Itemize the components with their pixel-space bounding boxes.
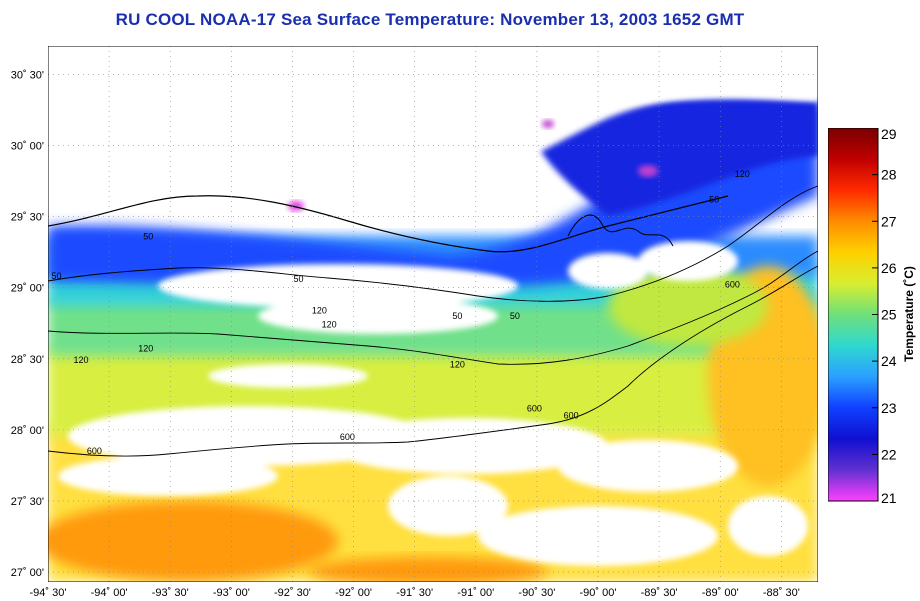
contour-label: 50 (294, 274, 304, 284)
colorbar-tick-label: 22 (881, 446, 897, 462)
contour-label: 50 (510, 311, 520, 321)
contour-label: 600 (527, 403, 542, 413)
bathymetry-contours (48, 185, 818, 457)
contour-label: 600 (725, 280, 740, 290)
lon-tick-label: -94˚ 30' (30, 587, 67, 599)
lat-tick-label: 28˚ 30' (11, 354, 44, 366)
lon-tick-label: -93˚ 00' (213, 587, 250, 599)
lon-tick-label: -89˚ 30' (641, 587, 678, 599)
lat-tick-label: 29˚ 30' (11, 212, 44, 224)
lat-tick-label: 29˚ 00' (11, 283, 44, 295)
lat-tick-label: 30˚ 00' (11, 141, 44, 153)
contour-label: 120 (312, 305, 327, 315)
latitude-ticks: 30˚ 30' 30˚ 00' 29˚ 30' 29˚ 00' 28˚ 30' 28˚ 0… (11, 69, 44, 579)
lon-tick-label: -92˚ 00' (335, 587, 372, 599)
lat-tick-label: 27˚ 30' (11, 496, 44, 508)
contour-label: 120 (450, 359, 465, 369)
contour-label: 120 (138, 344, 153, 354)
colorbar-gradient (828, 128, 879, 502)
contour-label: 120 (735, 169, 750, 179)
lat-tick-label: 27˚ 00' (11, 567, 44, 579)
map-title: RU COOL NOAA-17 Sea Surface Temperature:… (115, 10, 745, 29)
contour-label: 120 (73, 355, 88, 365)
contour-label: 600 (87, 446, 102, 456)
colorbar-tick-label: 28 (881, 167, 897, 183)
lon-tick-label: -93˚ 30' (152, 587, 189, 599)
contour-label: 50 (709, 194, 719, 204)
colorbar-tick-label: 23 (881, 400, 897, 416)
contour-label: 600 (564, 410, 579, 420)
colorbar-tick-label: 25 (881, 307, 897, 323)
lon-tick-label: -90˚ 00' (580, 587, 617, 599)
colorbar-title: Temperature (˚C) (902, 266, 916, 362)
longitude-ticks: -94˚ 30' -94˚ 00' -93˚ 30' -93˚ 00' -92˚ 30'… (30, 587, 800, 599)
contour-label: 600 (340, 432, 355, 442)
lon-tick-label: -91˚ 30' (396, 587, 433, 599)
contour-label: 50 (143, 231, 153, 241)
lon-tick-label: -89˚ 00' (702, 587, 739, 599)
lon-tick-label: -88˚ 30' (763, 587, 800, 599)
lat-tick-label: 30˚ 30' (11, 69, 44, 81)
lon-tick-label: -94˚ 00' (91, 587, 128, 599)
contour-label: 50 (52, 271, 62, 281)
colorbar-tick-label: 26 (881, 260, 897, 276)
colorbar-tick-label: 29 (881, 128, 897, 142)
colorbar-tick-label: 27 (881, 213, 897, 229)
contour-labels: 50 50 50 50 50 50 120 120 120 120 120 120 600 600 600 6… (52, 169, 750, 456)
contour-label: 50 (452, 311, 462, 321)
contour-label: 120 (322, 320, 337, 330)
lat-lon-grid (48, 46, 818, 582)
lon-tick-label: -91˚ 00' (457, 587, 494, 599)
sst-map: 50 50 50 50 50 50 120 120 120 120 120 120 600 600 600 6… (48, 46, 818, 582)
colorbar-tick-label: 24 (881, 353, 897, 369)
lat-tick-label: 28˚ 00' (11, 425, 44, 437)
colorbar-ticks: 29 28 27 26 25 24 23 22 21 (872, 128, 897, 504)
lon-tick-label: -90˚ 30' (518, 587, 555, 599)
colorbar-tick-label: 21 (881, 490, 897, 504)
temperature-colorbar: 29 28 27 26 25 24 23 22 21 Temperature (˚C) (828, 128, 916, 504)
sst-field (48, 46, 818, 582)
lon-tick-label: -92˚ 30' (274, 587, 311, 599)
